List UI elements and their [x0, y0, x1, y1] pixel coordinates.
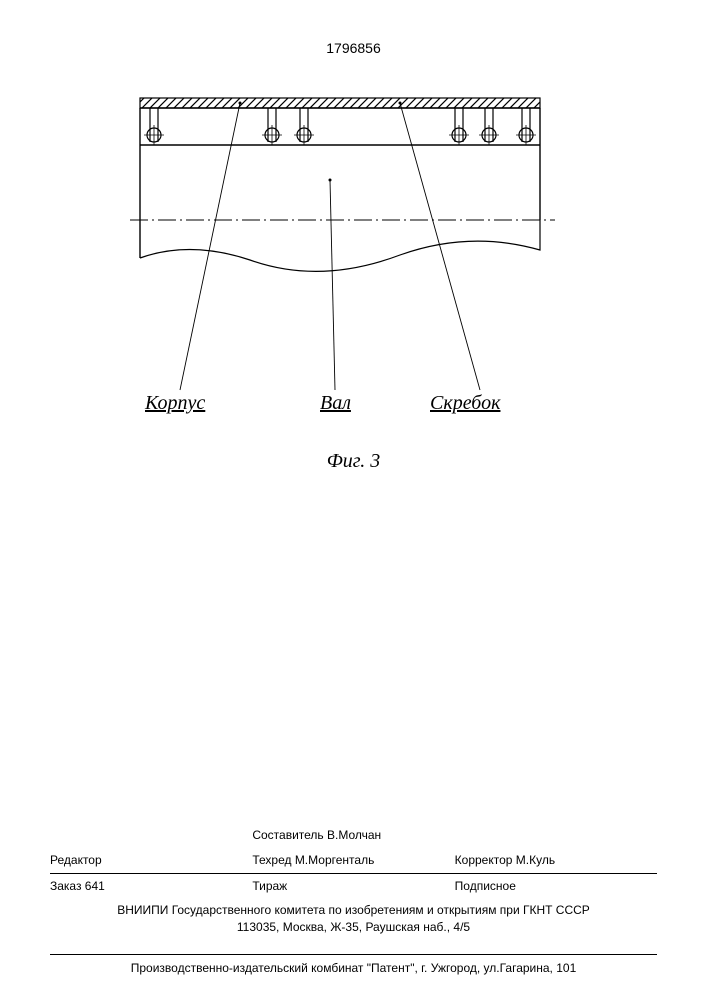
diagram-svg: [120, 90, 565, 400]
footer-compiler: Составитель В.Молчан: [252, 827, 454, 844]
label-korpus: Корпус: [145, 392, 205, 415]
leader-korpus: [180, 103, 240, 390]
footer-editor: Редактор: [50, 852, 252, 869]
footer-row-staff: Редактор Техред М.Моргенталь Корректор М…: [50, 848, 657, 873]
leader-skrebok: [400, 103, 480, 390]
footer-empty2: [455, 827, 657, 844]
hanger-2: [262, 108, 282, 145]
page-number: 1796856: [326, 40, 381, 56]
hatched-body: [140, 98, 540, 108]
footer-row-order: Заказ 641 Тираж Подписное: [50, 873, 657, 899]
footer-order: Заказ 641: [50, 878, 252, 895]
hanger-1: [144, 108, 164, 145]
footer-addr1: ВНИИПИ Государственного комитета по изоб…: [50, 902, 657, 919]
footer-tirage: Тираж: [252, 878, 454, 895]
label-val: Вал: [320, 392, 351, 415]
label-skrebok: Скребок: [430, 392, 500, 415]
leader-val: [330, 180, 335, 390]
hanger-5: [479, 108, 499, 145]
footer-address: ВНИИПИ Государственного комитета по изоб…: [50, 898, 657, 940]
hanger-4: [449, 108, 469, 145]
footer-row-compiler: Составитель В.Молчан: [50, 823, 657, 848]
footer-bottom: Производственно-издательский комбинат "П…: [50, 954, 657, 975]
hanger-3: [294, 108, 314, 145]
footer-corrector: Корректор М.Куль: [455, 852, 657, 869]
footer-addr2: 113035, Москва, Ж-35, Раушская наб., 4/5: [50, 919, 657, 936]
technical-diagram: [120, 90, 565, 370]
break-line: [140, 220, 540, 271]
footer-empty: [50, 827, 252, 844]
footer-block: Составитель В.Молчан Редактор Техред М.М…: [50, 823, 657, 940]
footer-subscription: Подписное: [455, 878, 657, 895]
footer-tech: Техред М.Моргенталь: [252, 852, 454, 869]
figure-caption: Фиг. 3: [327, 450, 381, 473]
hanger-6: [516, 108, 536, 145]
